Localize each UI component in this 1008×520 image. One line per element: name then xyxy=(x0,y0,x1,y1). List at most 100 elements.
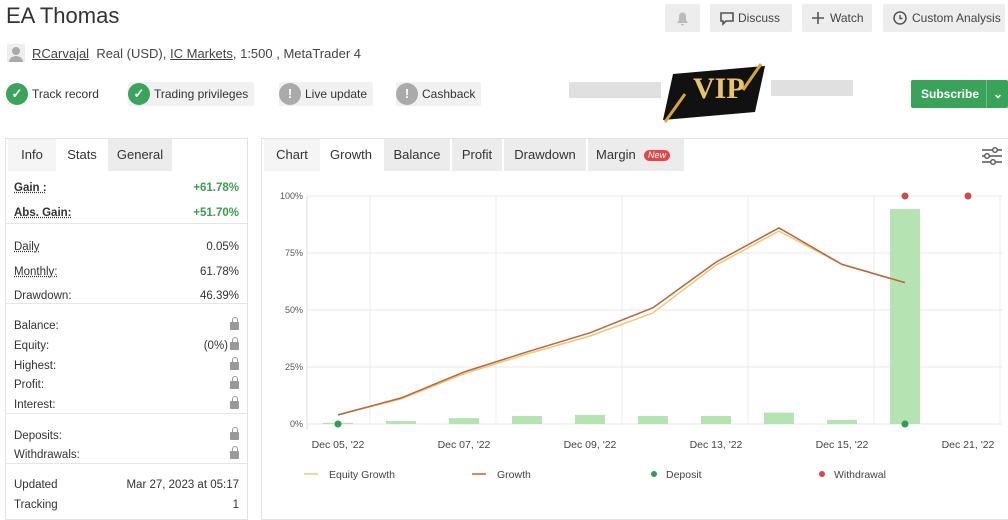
x-tick-label: Dec 13, '22 xyxy=(690,439,743,451)
chart-tab[interactable]: Margin New xyxy=(588,139,684,171)
account-type: Real (USD), xyxy=(96,46,166,61)
subscribe-label: Subscribe xyxy=(921,80,979,108)
stat-label: Tracking xyxy=(14,496,58,514)
marker xyxy=(902,421,909,428)
button-label: Custom Analysis xyxy=(912,4,1001,32)
stat-value: (0%) xyxy=(204,337,239,355)
stat-value-text: +61.78% xyxy=(193,182,239,194)
stat-value-text: 0.05% xyxy=(206,241,239,253)
chart-tab[interactable]: Growth xyxy=(320,139,382,171)
header-button[interactable]: Discuss xyxy=(710,4,792,32)
marker xyxy=(335,421,342,428)
user-icon xyxy=(7,44,25,62)
bar xyxy=(449,418,479,424)
stat-value xyxy=(228,376,239,394)
stat-value-text: 61.78% xyxy=(200,266,239,278)
stat-label: Monthly: xyxy=(14,263,57,281)
lock-icon xyxy=(230,342,239,350)
y-tick-label: 50% xyxy=(285,305,303,315)
badge-label: Cashback xyxy=(422,87,475,101)
button-label: Watch xyxy=(830,4,864,32)
x-tick-label: Dec 15, '22 xyxy=(816,439,869,451)
stat-value: +61.78% xyxy=(193,179,239,197)
stat-row: Abs. Gain: +51.70% xyxy=(14,204,239,222)
stat-label: Profit: xyxy=(14,376,44,394)
badge: ✓ Track record xyxy=(6,82,105,106)
badge-icon: ! xyxy=(396,83,418,105)
stat-row: Drawdown: 46.39% xyxy=(14,287,239,305)
stat-value: +51.70% xyxy=(193,204,239,222)
stat-value-text: 1 xyxy=(233,499,239,511)
legend-swatch xyxy=(819,471,825,477)
subscribe-button[interactable]: Subscribe ⌄ xyxy=(911,80,1008,108)
lock-icon xyxy=(230,381,239,389)
left-tab[interactable]: General xyxy=(108,139,172,171)
button-icon xyxy=(885,4,913,32)
bell-button[interactable] xyxy=(665,4,700,32)
subscribe-caret: ⌄ xyxy=(986,80,1008,108)
logo: VIP xyxy=(565,58,855,126)
left-tab[interactable]: Info xyxy=(8,139,56,171)
account-details: , 1:500 , MetaTrader 4 xyxy=(233,46,361,61)
bar xyxy=(701,416,731,424)
bell-icon xyxy=(665,4,700,32)
badge-label: Track record xyxy=(32,87,99,101)
stat-value xyxy=(228,357,239,375)
stat-row: Profit: xyxy=(14,376,239,394)
button-icon xyxy=(712,4,740,32)
stats-panel: Info Stats General Gain : +61.78% Abs. Gain: +… xyxy=(5,138,248,520)
settings-icon[interactable] xyxy=(980,145,1004,170)
badge-icon: ✓ xyxy=(128,83,150,105)
stat-label: Abs. Gain: xyxy=(14,204,72,222)
legend-label: Equity Growth xyxy=(329,469,395,481)
legend-label: Withdrawal xyxy=(834,469,886,481)
chart-tab[interactable]: Drawdown xyxy=(504,139,586,171)
stat-row: Equity: (0%) xyxy=(14,337,239,355)
bar xyxy=(827,420,857,424)
legend-label: Deposit xyxy=(666,469,702,481)
stat-row: Daily 0.05% xyxy=(14,238,239,256)
button-label: Discuss xyxy=(738,4,780,32)
stat-row: Tracking 1 xyxy=(14,496,239,514)
badge-icon: ! xyxy=(279,83,301,105)
logo-text: VIP xyxy=(693,72,745,106)
stat-value-text: 46.39% xyxy=(200,290,239,302)
lock-icon xyxy=(230,362,239,370)
x-tick-label: Dec 05, '22 xyxy=(312,439,365,451)
marker xyxy=(902,193,909,200)
legend-swatch xyxy=(651,471,657,477)
x-tick-label: Dec 21, '22 xyxy=(942,439,995,451)
stat-value-text: (0%) xyxy=(204,340,228,352)
sliders xyxy=(980,145,1004,167)
chart-tab[interactable]: Profit xyxy=(452,139,502,171)
header-button[interactable]: Custom Analysis xyxy=(883,4,1005,32)
stat-value: 46.39% xyxy=(200,287,239,305)
new-badge: New xyxy=(644,150,670,161)
marker xyxy=(965,193,972,200)
stat-value-text: Mar 27, 2023 at 05:17 xyxy=(126,479,239,491)
x-tick-label: Dec 07, '22 xyxy=(438,439,491,451)
stat-value: Mar 27, 2023 at 05:17 xyxy=(126,476,239,494)
stat-row: Highest: xyxy=(14,357,239,375)
stat-label: Balance: xyxy=(14,317,59,335)
avatar xyxy=(7,44,25,62)
stat-label: Updated xyxy=(14,476,57,494)
stat-label: Equity: xyxy=(14,337,49,355)
badge: ! Cashback xyxy=(396,82,481,106)
y-tick-label: 100% xyxy=(280,191,303,201)
stat-label: Gain : xyxy=(14,179,47,197)
user-link[interactable]: RCarvajal xyxy=(32,46,89,61)
broker-link[interactable]: IC Markets xyxy=(170,46,233,61)
lock-icon xyxy=(230,432,239,440)
lock-icon xyxy=(230,401,239,409)
chart-tab[interactable]: Chart xyxy=(264,139,320,171)
left-tab[interactable]: Stats xyxy=(56,139,108,171)
stat-label: Deposits: xyxy=(14,427,62,445)
chart: 0% 25% 50% 75% 100% Dec 05, '22 Dec 07, '22 Dec… xyxy=(262,172,1008,513)
stat-value xyxy=(228,396,239,414)
header-button[interactable]: Watch xyxy=(802,4,872,32)
chart-tab[interactable]: Balance xyxy=(384,139,450,171)
bar xyxy=(764,413,794,424)
lock-icon xyxy=(230,451,239,459)
